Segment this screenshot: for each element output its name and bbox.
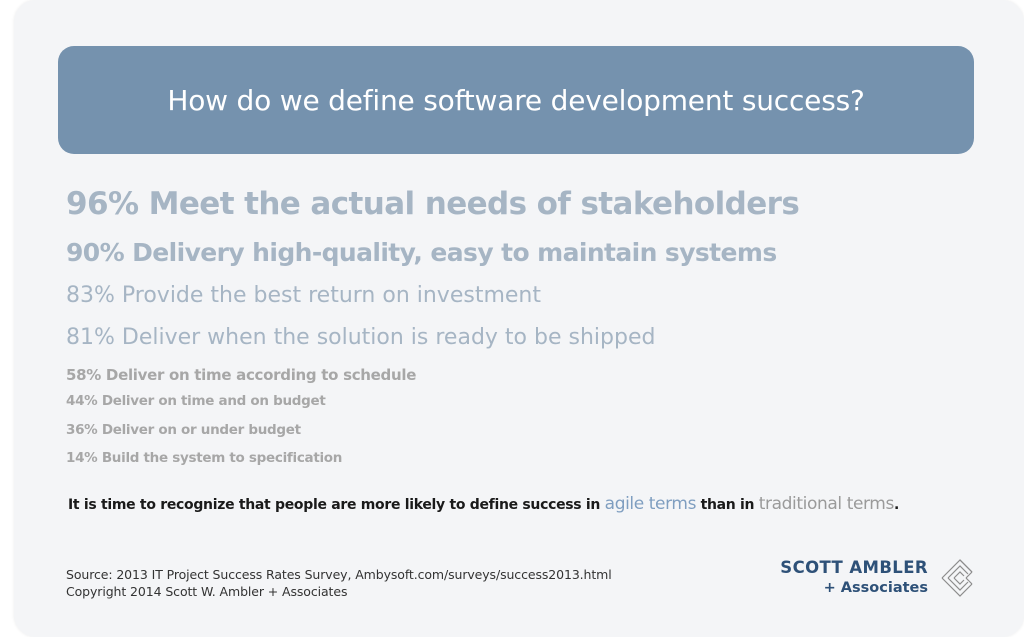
logo-name: SCOTT AMBLER [780,558,928,577]
conclusion-statement: It is time to recognize that people are … [68,494,899,514]
logo-subtitle: + Associates [824,580,928,596]
stat-meet-needs: 96% Meet the actual needs of stakeholder… [66,186,799,222]
stat-under-budget: 36% Deliver on or under budget [66,422,301,438]
conclusion-suffix: . [894,497,899,513]
conclusion-prefix: It is time to recognize that people are … [68,497,605,513]
stat-on-time-on-budget: 44% Deliver on time and on budget [66,393,326,409]
title-banner: How do we define software development su… [58,46,974,154]
traditional-terms-highlight: traditional terms [759,494,894,514]
stat-quality-systems: 90% Delivery high-quality, easy to maint… [66,238,777,267]
stat-to-specification: 14% Build the system to specification [66,450,342,466]
company-logo: SCOTT AMBLER + Associates [790,556,980,602]
conclusion-middle: than in [696,497,759,513]
source-citation: Source: 2013 IT Project Success Rates Su… [66,566,612,600]
copyright-line: Copyright 2014 Scott W. Ambler + Associa… [66,583,612,600]
stat-return-on-investment: 83% Provide the best return on investmen… [66,283,541,308]
diamond-lattice-logo-icon [940,556,974,600]
stat-on-time: 58% Deliver on time according to schedul… [66,366,416,384]
agile-terms-highlight: agile terms [605,494,696,514]
stat-ready-to-ship: 81% Deliver when the solution is ready t… [66,325,655,350]
source-line: Source: 2013 IT Project Success Rates Su… [66,566,612,583]
page-title: How do we define software development su… [167,84,864,117]
